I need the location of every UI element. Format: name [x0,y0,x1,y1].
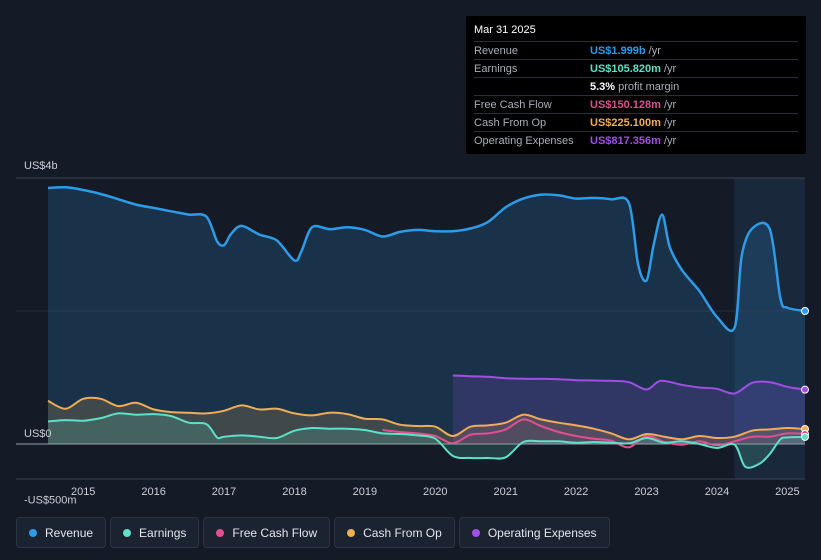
y-tick-label: US$0 [24,428,52,440]
tooltip-label: Free Cash Flow [474,98,552,111]
legend-item-earnings[interactable]: Earnings [110,517,200,548]
revenue-endpoint [801,307,809,315]
revenue-line [47,185,806,333]
legend-dot-icon [216,528,225,537]
tooltip-label: Earnings [474,62,518,75]
x-tick-label: 2015 [71,486,95,498]
legend-label: Earnings [139,525,187,540]
tooltip-value: US$225.100m [590,116,661,129]
legend-label: Operating Expenses [487,525,597,540]
y-tick-label: US$4b [24,160,58,172]
legend-dot-icon [471,528,480,537]
legend-label: Free Cash Flow [232,525,318,540]
x-axis-labels: 2015 2016 2017 2018 2019 2020 2021 2022 2023 2024… [71,486,800,498]
series-endpoints [801,307,809,441]
tooltip-value: US$817.356m [590,134,661,147]
legend-label: Revenue [45,525,94,540]
free-cash-flow-line [382,418,806,449]
tooltip-value: US$105.820m [590,62,661,75]
y-tick-label: -US$500m [24,494,77,506]
tooltip-unit: /yr [663,98,677,111]
x-tick-label: 2020 [423,486,447,498]
tooltip-unit: profit margin [618,80,680,93]
tooltip-unit: /yr [663,134,677,147]
legend-item-revenue[interactable]: Revenue [16,517,107,548]
x-tick-label: 2024 [705,486,729,498]
tooltip-value: 5.3% [590,80,616,93]
tooltip-value: US$150.128m [590,98,661,111]
legend-label: Cash From Op [363,525,442,540]
tooltip-row: Cash From Op US$225.100m/yr [474,113,798,131]
revenue-area [48,187,805,444]
x-tick-label: 2017 [212,486,236,498]
tooltip-date: Mar 31 2025 [474,24,536,36]
tooltip-rows: Revenue US$1.999b/yr Earnings US$105.820m/y… [474,41,798,149]
tooltip-label: Revenue [474,44,519,57]
tooltip-unit: /yr [648,44,661,57]
y-axis-labels: US$4b US$0 -US$500m [24,160,77,506]
legend-item-operating-expenses[interactable]: Operating Expenses [458,517,610,548]
legend-dot-icon [347,528,356,537]
tooltip-unit: /yr [663,116,677,129]
earnings-endpoint [801,432,809,441]
cash-from-op-line [47,396,806,441]
cash-from-op-area [48,397,805,444]
legend: Revenue Earnings Free Cash Flow Cash From O… [16,517,610,548]
series-layer [47,185,806,469]
tooltip-label: Operating Expenses [474,134,574,147]
tooltip-unit: /yr [663,62,677,75]
x-tick-label: 2019 [353,486,377,498]
legend-dot-icon [29,528,37,537]
x-tick-label: 2021 [493,486,517,498]
earnings-line [47,412,806,469]
x-tick-label: 2025 [775,486,799,498]
x-tick-label: 2023 [634,486,658,498]
x-tick-label: 2022 [564,486,588,498]
operating-expenses-endpoint [801,385,809,394]
tooltip-row: Operating Expenses US$817.356m/yr [474,131,798,149]
x-tick-label: 2016 [141,486,165,498]
operating-expenses-line [452,374,806,395]
tooltip-row: Free Cash Flow US$150.128m/yr [474,95,798,113]
legend-item-free-cash-flow[interactable]: Free Cash Flow [203,517,331,548]
tooltip-value: US$1.999b [590,44,646,57]
tooltip-label: Cash From Op [474,116,547,129]
tooltip-row: 5.3% profit margin [474,77,798,95]
tooltip-row: Earnings US$105.820m/yr [474,59,798,77]
earnings-area [48,413,805,468]
tooltip-row: Revenue US$1.999b/yr [474,41,798,59]
tooltip: Mar 31 2025 Revenue US$1.999b/yr Earnings U… [466,16,806,154]
legend-item-cash-from-op[interactable]: Cash From Op [334,517,455,548]
legend-dot-icon [123,528,132,537]
x-tick-label: 2018 [282,486,306,498]
